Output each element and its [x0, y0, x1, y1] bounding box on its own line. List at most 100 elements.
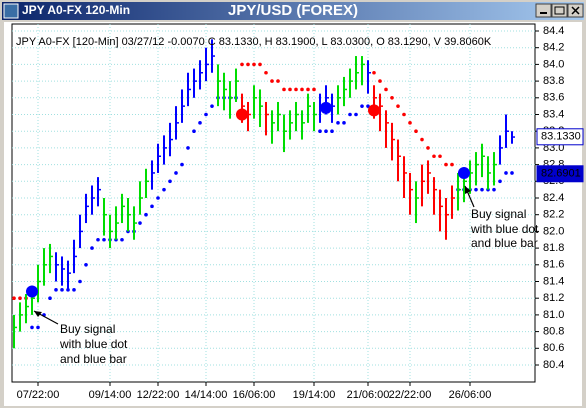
resistance-dot — [258, 62, 262, 67]
price-label: 82.6901 — [541, 168, 581, 180]
support-dot — [498, 179, 502, 184]
support-dot — [156, 196, 160, 200]
resistance-dot — [270, 79, 274, 83]
support-dot — [102, 237, 106, 242]
support-dot — [180, 162, 184, 167]
y-tick-label: 83.4 — [543, 108, 564, 120]
resistance-dot — [12, 296, 16, 301]
icon — [554, 6, 565, 15]
support-dot — [360, 104, 364, 108]
x-tick-label: 07/22:00 — [17, 389, 60, 401]
minimize-button[interactable] — [535, 3, 552, 18]
arrow-head — [34, 311, 42, 317]
support-dot — [60, 288, 64, 292]
resistance-dot — [378, 79, 382, 83]
resistance-dot — [438, 154, 442, 159]
support-dot — [510, 171, 514, 175]
support-dot — [480, 187, 484, 192]
x-tick-label: 22/22:00 — [389, 389, 432, 401]
resistance-dot — [282, 87, 286, 92]
plot-area — [11, 23, 536, 383]
support-dot — [72, 288, 76, 292]
resistance-dot — [408, 121, 412, 125]
support-dot — [150, 204, 154, 209]
header-text: JPY A0-FX [120-Min] 03/27/12 -0.0070 C 8… — [16, 36, 492, 48]
window-buttons[interactable] — [535, 3, 584, 18]
support-dot — [48, 296, 52, 301]
support-dot — [162, 187, 166, 192]
buy-signal — [320, 101, 332, 114]
resistance-dot — [276, 79, 280, 83]
resistance-dot — [264, 70, 268, 75]
window-title: JPY A0-FX 120-Min — [22, 3, 130, 17]
support-dot — [96, 237, 100, 242]
resistance-dot — [444, 162, 448, 167]
resistance-dot — [372, 70, 376, 75]
marks — [12, 39, 515, 349]
support-dot — [324, 129, 328, 133]
support-dot — [144, 212, 148, 217]
sell-signal — [236, 108, 248, 121]
resistance-dot — [246, 62, 250, 67]
annotation-text: with blue dot — [470, 222, 539, 236]
support-dot — [342, 121, 346, 125]
support-dot — [336, 121, 340, 125]
y-tick-label: 82.0 — [543, 225, 564, 237]
arrow-head — [465, 186, 471, 194]
support-dot — [120, 237, 124, 242]
resistance-dot — [390, 96, 394, 100]
y-tick-label: 81.0 — [543, 309, 564, 321]
chart-title: JPY/USD (FOREX) — [228, 2, 358, 19]
x-tick-label: 19/14:00 — [293, 389, 336, 401]
y-tick-label: 80.8 — [543, 326, 564, 338]
y-tick-label: 81.6 — [543, 259, 564, 271]
resistance-dot — [288, 87, 292, 92]
annotation-text: Buy signal — [471, 207, 526, 221]
support-dot — [318, 129, 322, 133]
y-tick-label: 83.6 — [543, 92, 564, 104]
y-tick-label: 82.4 — [543, 192, 564, 204]
annotation: Buy signal with blue dot and blue bar — [33, 310, 128, 366]
sell-signal — [368, 104, 380, 117]
x-tick-label: 14/14:00 — [185, 389, 228, 401]
buy-signal — [458, 166, 470, 179]
support-dot — [138, 221, 142, 225]
support-dot — [78, 279, 82, 284]
annotation-text: with blue dot — [59, 337, 128, 351]
support-dot — [204, 112, 208, 117]
support-dot — [192, 129, 196, 133]
y-tick-label: 83.8 — [543, 75, 564, 87]
resistance-dot — [384, 87, 388, 92]
support-dot — [186, 146, 190, 150]
maximize-button[interactable] — [551, 3, 568, 18]
x-tick-label: 16/06:00 — [233, 389, 276, 401]
support-dot — [330, 129, 334, 133]
price-label-box — [536, 165, 584, 183]
resistance-dot — [396, 104, 400, 108]
support-dot — [366, 104, 370, 108]
support-dot — [210, 104, 214, 108]
annotation-text: and blue bar — [471, 236, 538, 250]
support-dot — [474, 187, 478, 192]
support-dot — [198, 121, 202, 125]
grid — [12, 24, 539, 386]
support-dot — [174, 171, 178, 175]
resistance-dot — [294, 87, 298, 92]
y-tick-label: 81.8 — [543, 242, 564, 254]
annotation-text: and blue bar — [60, 352, 127, 366]
y-tick-label: 84.4 — [543, 25, 564, 37]
support-dot — [54, 288, 58, 292]
resistance-dot — [300, 87, 304, 92]
support-dot — [504, 171, 508, 175]
support-dot — [30, 325, 34, 330]
resistance-dot — [432, 154, 436, 159]
resistance-dot — [306, 87, 310, 92]
x-tick-label: 21/06:00 — [347, 389, 390, 401]
annotation: Buy signal with blue dot and blue bar — [464, 185, 539, 250]
support-dot — [84, 263, 88, 267]
icon — [571, 6, 580, 15]
y-tick-label: 84.0 — [543, 58, 564, 70]
resistance-dot — [450, 162, 454, 167]
y-tick-label: 82.2 — [543, 209, 564, 221]
